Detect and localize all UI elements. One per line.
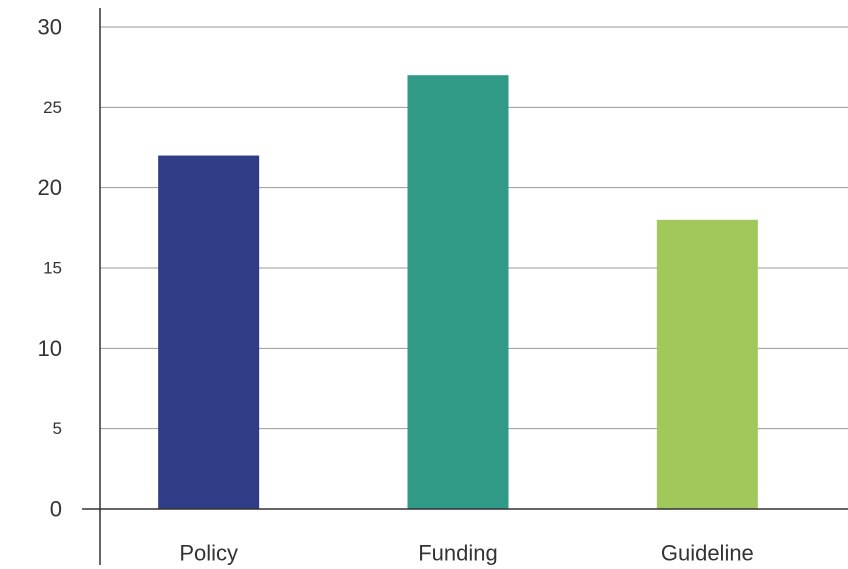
y-tick-labels: 0 5 10 15 20 25 30: [38, 15, 62, 522]
x-tick-labels: Policy Funding Guideline: [179, 541, 753, 566]
x-tick-label: Guideline: [661, 541, 754, 566]
y-tick-label: 25: [43, 98, 62, 117]
y-tick-label: 0: [50, 497, 62, 522]
x-tick-label: Funding: [418, 541, 498, 566]
y-tick-label: 10: [38, 336, 62, 361]
bar-policy: [158, 155, 260, 510]
y-tick-label: 30: [38, 15, 62, 40]
y-tick-label: 15: [43, 259, 62, 278]
bars: [158, 75, 758, 510]
axes: [82, 8, 848, 565]
x-tick-label: Policy: [179, 541, 238, 566]
y-tick-label: 5: [53, 419, 62, 438]
y-tick-label: 20: [38, 175, 62, 200]
bar-funding: [407, 75, 509, 509]
bar-guideline: [656, 219, 758, 510]
